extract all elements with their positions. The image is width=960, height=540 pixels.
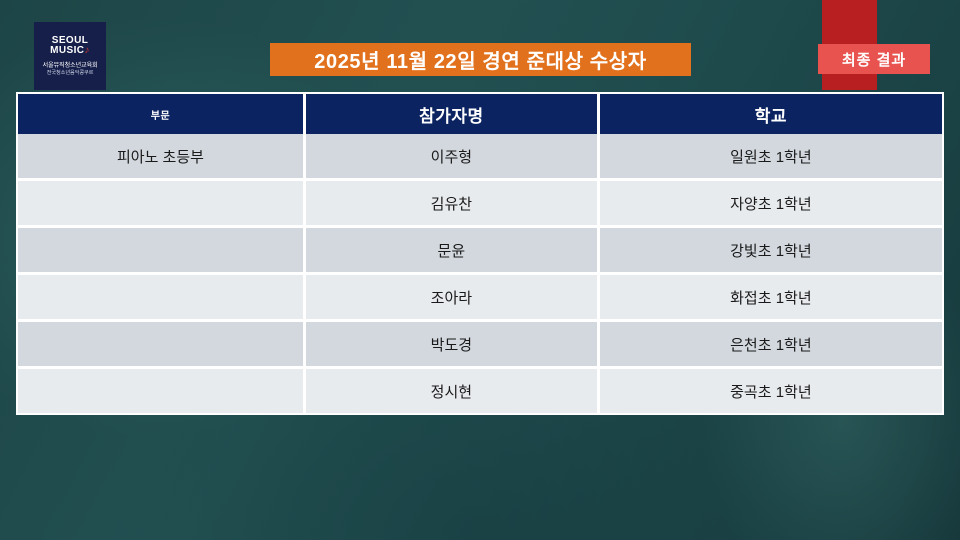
cell-name: 조아라 [304, 273, 600, 322]
status-badge-label: 최종 결과 [841, 51, 907, 69]
organization-logo: SEOUL MUSIC♪ 서울뮤직청소년교육회 전국청소년음악콩쿠르 [34, 22, 106, 90]
results-table: 부문 참가자명 학교 피아노 초등부 이주형 일원초 1학년 김유찬 자양초 1… [18, 94, 942, 413]
status-badge: 최종 결과 [818, 44, 930, 74]
cell-school: 일원초 1학년 [598, 134, 942, 181]
column-header-name: 참가자명 [304, 94, 600, 134]
logo-wordmark-line1: SEOUL [51, 34, 89, 46]
logo-wordmark-line2: MUSIC [50, 45, 85, 56]
page-title: 2025년 11월 22일 경연 준대상 수상자 [314, 51, 647, 73]
cell-part [18, 367, 306, 413]
cell-part [18, 273, 306, 322]
logo-korean-name: 서울뮤직청소년교육회 [42, 61, 98, 69]
cell-part [18, 226, 306, 275]
music-note-icon: ♪ [84, 45, 90, 56]
cell-school: 강빛초 1학년 [598, 226, 942, 275]
table-row: 박도경 은천초 1학년 [18, 320, 942, 369]
table-header: 부문 참가자명 학교 [18, 94, 942, 134]
table-row: 조아라 화접초 1학년 [18, 273, 942, 322]
cell-name: 이주형 [304, 134, 600, 181]
results-table-frame: 부문 참가자명 학교 피아노 초등부 이주형 일원초 1학년 김유찬 자양초 1… [16, 92, 944, 415]
cell-name: 정시현 [304, 367, 600, 413]
cell-name: 문윤 [304, 226, 600, 275]
table-header-row: 부문 참가자명 학교 [18, 94, 942, 134]
table-row: 정시현 중곡초 1학년 [18, 367, 942, 413]
column-header-school: 학교 [598, 94, 942, 134]
title-banner: 2025년 11월 22일 경연 준대상 수상자 [270, 43, 691, 76]
logo-korean-subtitle: 전국청소년음악콩쿠르 [46, 69, 94, 76]
table-row: 김유찬 자양초 1학년 [18, 179, 942, 228]
logo-wordmark: SEOUL MUSIC♪ [50, 34, 90, 57]
cell-part [18, 179, 306, 228]
cell-part [18, 320, 306, 369]
cell-school: 은천초 1학년 [598, 320, 942, 369]
cell-school: 자양초 1학년 [598, 179, 942, 228]
cell-part: 피아노 초등부 [18, 134, 306, 181]
table-row: 피아노 초등부 이주형 일원초 1학년 [18, 134, 942, 181]
table-body: 피아노 초등부 이주형 일원초 1학년 김유찬 자양초 1학년 문윤 강빛초 1… [18, 134, 942, 413]
cell-school: 화접초 1학년 [598, 273, 942, 322]
column-header-part: 부문 [18, 94, 306, 134]
cell-name: 김유찬 [304, 179, 600, 228]
table-row: 문윤 강빛초 1학년 [18, 226, 942, 275]
cell-name: 박도경 [304, 320, 600, 369]
cell-school: 중곡초 1학년 [598, 367, 942, 413]
